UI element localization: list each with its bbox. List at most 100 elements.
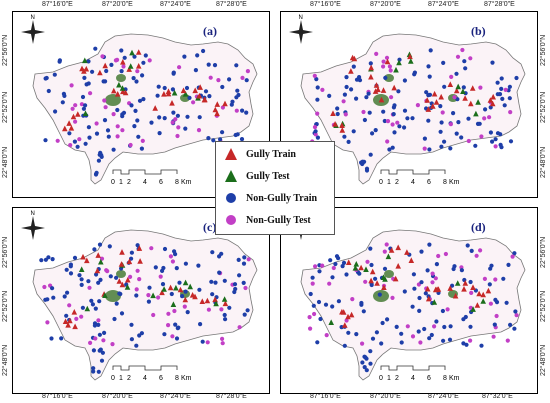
gully-test-point [119, 85, 126, 91]
non-gully-test-point [121, 64, 126, 69]
non-gully-train-point [490, 60, 495, 65]
non-gully-train-point [39, 258, 44, 263]
non-gully-train-point [237, 273, 242, 278]
non-gully-train-point [91, 348, 96, 353]
non-gully-test-point [410, 334, 416, 339]
non-gully-train-point [79, 277, 84, 282]
gully-train-point [470, 284, 476, 290]
non-gully-train-point [419, 280, 424, 285]
non-gully-train-point [115, 107, 120, 113]
gully-train-point [126, 258, 133, 265]
non-gully-test-point [469, 290, 474, 295]
non-gully-train-point [501, 276, 506, 281]
non-gully-train-point [344, 272, 349, 277]
non-gully-train-point [222, 312, 227, 318]
non-gully-train-point [114, 275, 119, 280]
bottom-lon-label: 87°16'0"E [42, 393, 73, 400]
non-gully-test-point [88, 91, 93, 96]
gully-train-point [212, 296, 218, 303]
non-gully-train-point [392, 103, 397, 108]
non-gully-test-point [430, 280, 435, 285]
non-gully-test-point [493, 144, 498, 149]
non-gully-train-point [96, 322, 101, 327]
non-gully-train-point [311, 303, 316, 308]
non-gully-test-point [170, 120, 175, 125]
non-gully-train-point [364, 166, 370, 171]
lat-label: 22°56'0"N [540, 236, 547, 268]
gully-train-point [114, 91, 121, 97]
gully-train-point [373, 82, 380, 88]
non-gully-train-point [157, 115, 162, 120]
non-gully-test-point [327, 281, 332, 286]
gully-train-point [461, 286, 467, 292]
non-gully-train-point [52, 72, 57, 77]
gully-test-point [454, 280, 461, 286]
non-gully-train-point [368, 61, 373, 66]
panel-label: (a) [203, 24, 217, 38]
scale-bar: 0 1 2 4 6 8 Km [379, 169, 460, 186]
non-gully-train-point [72, 255, 78, 260]
gully-test-point [473, 110, 479, 117]
non-gully-train-point [368, 361, 373, 366]
non-gully-train-point [512, 251, 517, 256]
non-gully-train-point [465, 243, 470, 248]
gully-train-point [378, 96, 385, 103]
non-gully-train-point [456, 120, 461, 125]
non-gully-train-point [417, 308, 422, 313]
gully-train-point [83, 65, 90, 72]
non-gully-train-point [97, 332, 102, 337]
non-gully-test-point [137, 277, 142, 282]
non-gully-train-point [230, 99, 235, 104]
non-gully-train-point [336, 256, 341, 261]
non-gully-train-point [469, 248, 474, 253]
non-gully-train-point [461, 317, 466, 322]
non-gully-train-point [427, 336, 432, 341]
non-gully-train-point [411, 272, 416, 277]
non-gully-train-point [171, 70, 176, 75]
non-gully-train-point [427, 147, 432, 152]
non-gully-train-point [242, 255, 247, 260]
non-gully-train-point [104, 68, 109, 74]
non-gully-train-point [77, 273, 82, 278]
scale-tick-label: 8 [443, 179, 447, 186]
gully-train-point [111, 87, 117, 94]
non-gully-train-point [220, 130, 225, 135]
lat-label: 22°52'0"N [540, 290, 547, 322]
non-gully-test-point [382, 249, 387, 254]
gully-train-point [126, 66, 132, 72]
non-gully-train-point [448, 146, 453, 151]
non-gully-test-point [79, 314, 84, 319]
non-gully-train-point [239, 137, 245, 142]
gully-train-point [152, 105, 158, 111]
non-gully-train-point [477, 121, 482, 126]
non-gully-train-point [495, 80, 500, 85]
non-gully-test-point [128, 274, 133, 279]
non-gully-train-point [122, 55, 127, 60]
non-gully-test-point [508, 110, 513, 115]
non-gully-train-point [139, 331, 144, 336]
gully-train-point [62, 318, 69, 324]
non-gully-train-point [174, 266, 179, 271]
non-gully-train-point [114, 301, 119, 306]
non-gully-test-point [73, 103, 78, 108]
non-gully-train-point [360, 159, 365, 164]
non-gully-train-point [487, 282, 492, 287]
non-gully-train-point [80, 94, 86, 100]
scale-tick-label: 0 [111, 375, 115, 382]
gully-train-point [84, 257, 90, 264]
non-gully-train-point [206, 62, 211, 67]
non-gully-train-point [370, 131, 375, 136]
gully-train-point [180, 87, 187, 94]
non-gully-train-point [141, 97, 146, 102]
gully-test-point [480, 298, 486, 304]
gully-test-point [475, 99, 481, 105]
non-gully-train-point [427, 74, 432, 79]
non-gully-test-point [385, 139, 390, 144]
gully-train-point [137, 258, 143, 264]
gully-test-point [460, 88, 466, 94]
non-gully-test-point [234, 108, 239, 113]
gully-train-point [72, 323, 78, 330]
non-gully-train-point [217, 270, 222, 275]
gully-test-point [385, 253, 392, 260]
non-gully-train-point [241, 280, 246, 285]
